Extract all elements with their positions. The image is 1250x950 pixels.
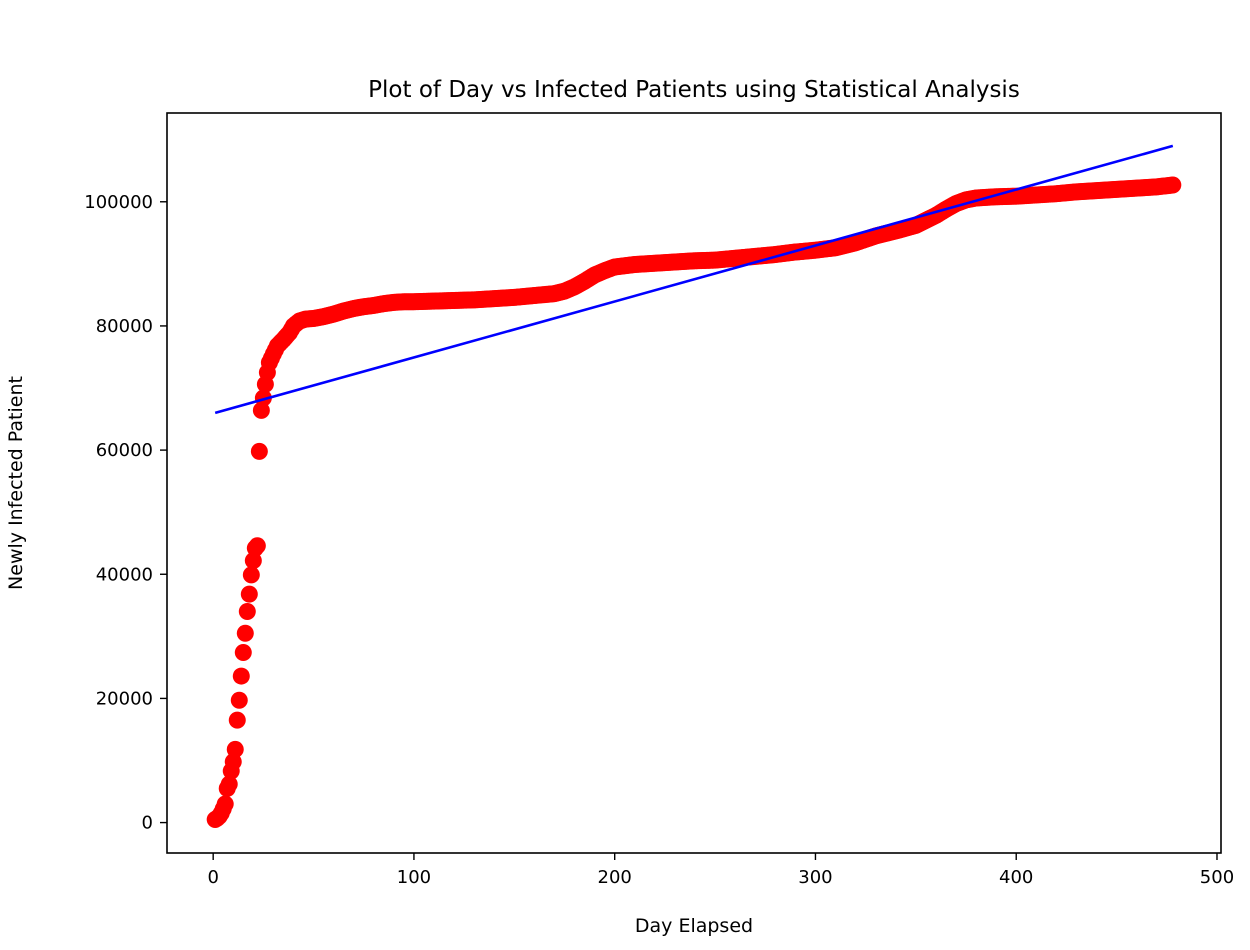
data-point [254, 389, 272, 407]
x-tick-label: 0 [207, 867, 218, 888]
data-point [228, 711, 246, 729]
y-axis-label: Newly Infected Patient [5, 376, 27, 590]
data-point [240, 585, 258, 603]
y-axis: 0 20000 40000 60000 80000 100000 [84, 192, 167, 834]
x-tick-label: 300 [798, 867, 832, 888]
data-point [234, 643, 252, 661]
data-point [226, 740, 244, 758]
y-tick-label: 20000 [96, 688, 153, 709]
y-tick-label: 60000 [96, 440, 153, 461]
chart-title: Plot of Day vs Infected Patients using S… [368, 77, 1020, 103]
regression-line [214, 144, 1174, 415]
data-point [242, 566, 260, 584]
y-tick-label: 0 [142, 813, 153, 834]
data-point [220, 775, 238, 793]
y-tick-label: 40000 [96, 564, 153, 585]
data-point [1164, 176, 1182, 194]
x-tick-label: 400 [999, 867, 1033, 888]
data-point [250, 442, 268, 460]
plot-area [167, 113, 1221, 853]
data-point [232, 667, 250, 685]
plot-frame [166, 112, 1222, 854]
x-tick-label: 500 [1200, 867, 1234, 888]
y-tick-label: 80000 [96, 316, 153, 337]
x-axis-label: Day Elapsed [635, 915, 753, 937]
data-point [230, 691, 248, 709]
marks-layer [206, 144, 1182, 828]
y-tick-label: 100000 [84, 192, 153, 213]
data-point [238, 603, 256, 621]
data-point [236, 624, 254, 642]
data-point [216, 795, 234, 813]
x-tick-label: 200 [598, 867, 632, 888]
data-point [248, 537, 266, 555]
x-tick-label: 100 [397, 867, 431, 888]
x-axis: 0 100 200 300 400 500 [207, 853, 1234, 888]
